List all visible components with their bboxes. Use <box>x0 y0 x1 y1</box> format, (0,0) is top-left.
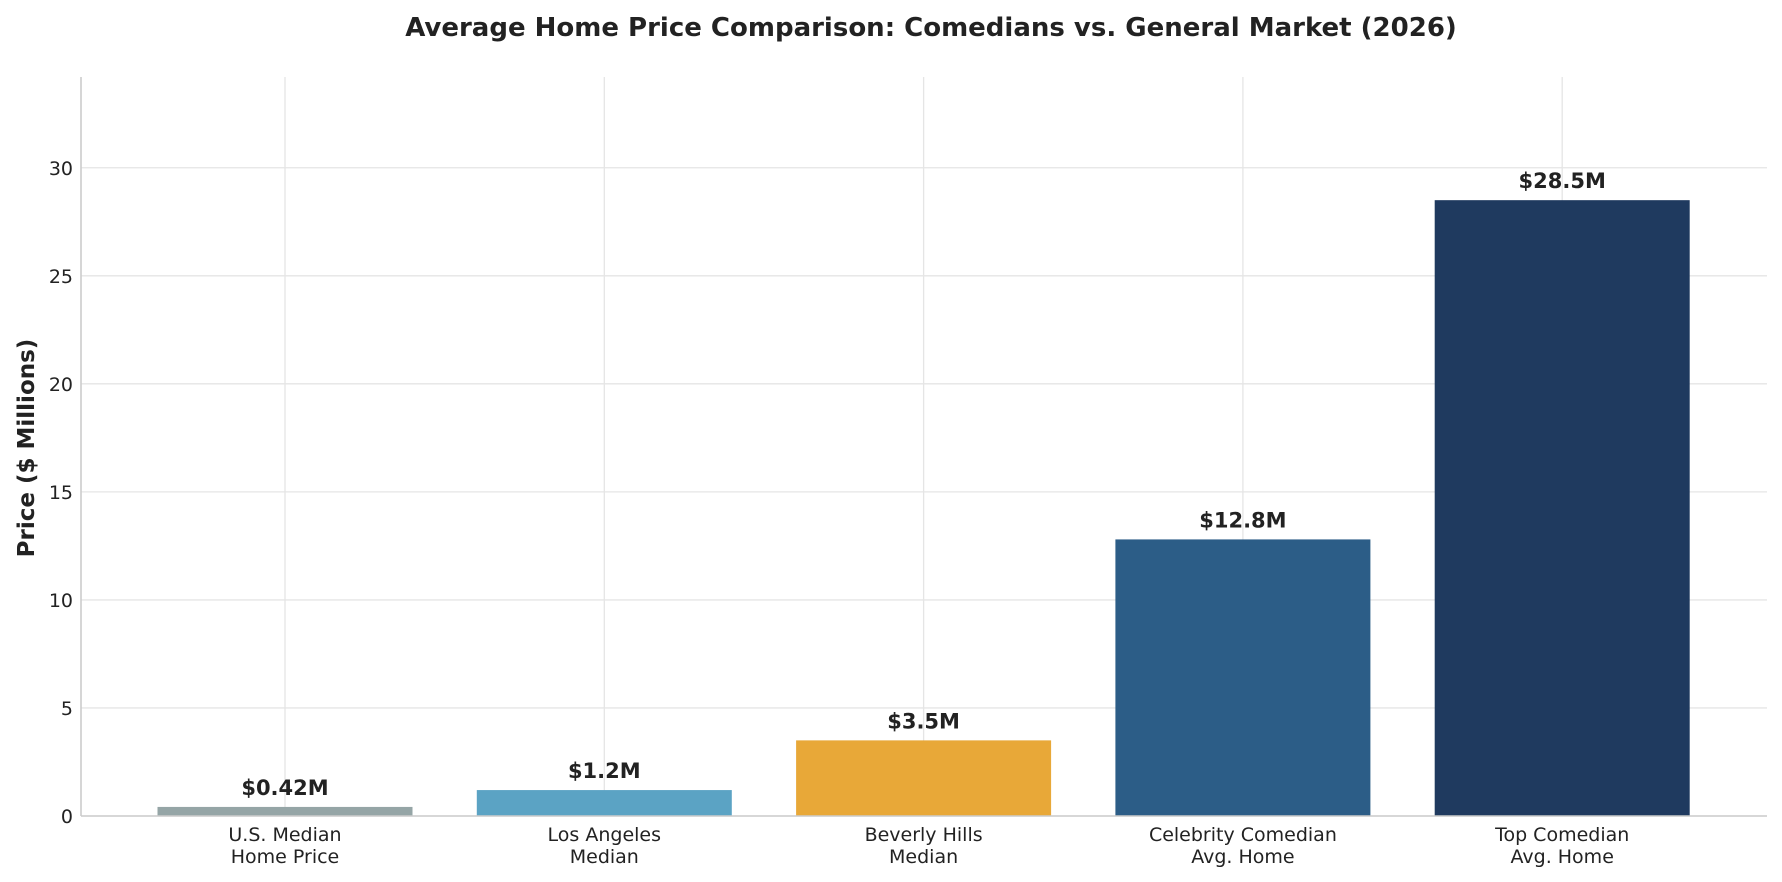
x-tick-label: Avg. Home <box>1511 846 1614 868</box>
data-label: $1.2M <box>568 759 641 783</box>
x-tick-label: Median <box>570 846 639 868</box>
bar <box>796 740 1052 816</box>
data-label: $3.5M <box>887 709 960 733</box>
x-tick-label: Los Angeles <box>548 824 661 846</box>
bars: $0.42M $1.2M $3.5M $12.8M $28.5M <box>157 169 1690 816</box>
data-label: $0.42M <box>241 776 328 800</box>
x-tick-label: Celebrity Comedian <box>1149 824 1337 846</box>
bar <box>1434 200 1690 816</box>
y-tick-label: 0 <box>61 806 73 828</box>
y-tick-label: 10 <box>49 590 73 612</box>
bar <box>157 806 413 816</box>
x-tick-label: Home Price <box>231 846 340 868</box>
x-tick-label: Median <box>889 846 958 868</box>
data-label: $12.8M <box>1199 508 1286 532</box>
x-tick-label: U.S. Median <box>228 824 341 846</box>
y-tick-label: 25 <box>49 266 73 288</box>
data-label: $28.5M <box>1519 169 1606 193</box>
chart-title: Average Home Price Comparison: Comedians… <box>405 13 1457 43</box>
bar <box>476 790 732 816</box>
x-tick-label: Beverly Hills <box>865 824 983 846</box>
y-tick-label: 20 <box>49 374 73 396</box>
bar <box>1115 539 1371 816</box>
y-tick-label: 30 <box>49 158 73 180</box>
x-tick-label: Top Comedian <box>1494 824 1629 846</box>
y-axis-label: Price ($ Millions) <box>14 339 40 558</box>
x-tick-label: Avg. Home <box>1191 846 1294 868</box>
y-tick-label: 15 <box>49 482 73 504</box>
y-tick-label: 5 <box>61 698 73 720</box>
